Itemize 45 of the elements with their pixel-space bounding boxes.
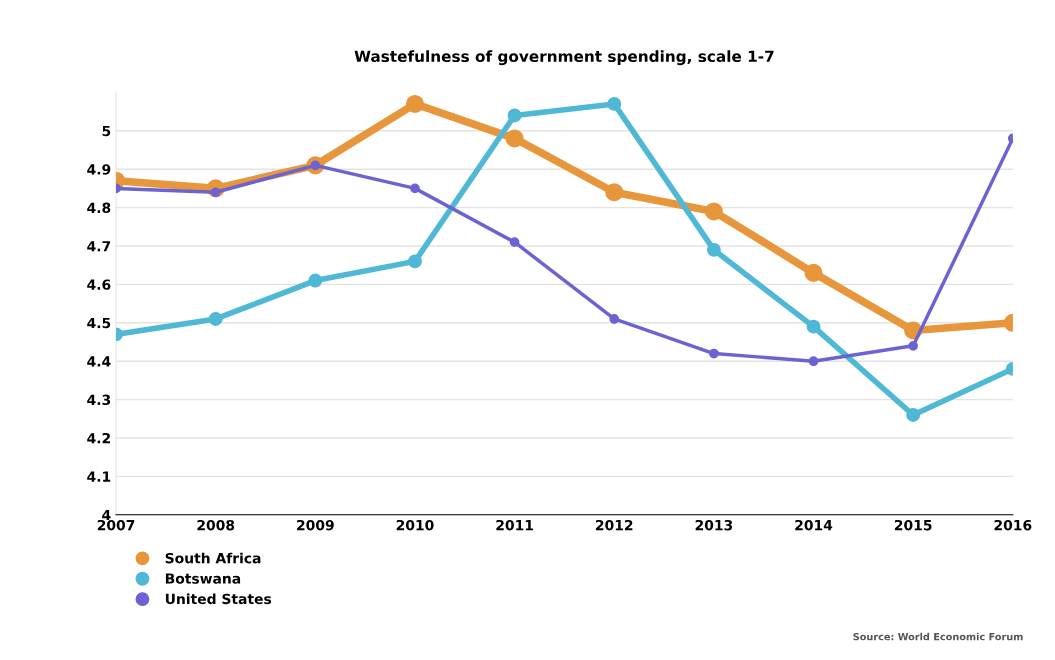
x-tick-label: 2013 — [695, 519, 733, 531]
point — [906, 408, 921, 422]
y-tick-label: 4 — [102, 509, 111, 521]
y-tick-label: 4.7 — [87, 241, 111, 252]
x-tick-label: 2008 — [197, 519, 235, 531]
source-note: Source: World Economic Forum — [853, 632, 1023, 641]
y-tick-label: 4.4 — [87, 356, 111, 367]
point — [709, 348, 719, 359]
point — [208, 312, 223, 326]
point — [607, 96, 622, 111]
point — [505, 129, 524, 148]
point — [408, 254, 422, 269]
chart-title: Wastefulness of government spending, scale 1-7 — [354, 50, 774, 66]
y-tick-label: 4.2 — [87, 432, 110, 444]
point — [609, 314, 620, 324]
point — [308, 273, 323, 288]
y-tick-label: 4.3 — [87, 394, 111, 406]
point — [808, 356, 819, 367]
point — [605, 183, 624, 202]
y-tick-label: 4.9 — [87, 164, 111, 175]
x-tick-label: 2015 — [894, 519, 932, 531]
y-tick-label: 4.5 — [87, 317, 111, 329]
y-tick-label: 4.1 — [87, 471, 111, 482]
y-tick-label: 4.8 — [87, 202, 111, 214]
legend-label: South Africa — [165, 552, 261, 564]
y-tick-label: 4.6 — [87, 279, 111, 290]
x-tick-label: 2014 — [795, 519, 833, 531]
point — [806, 319, 821, 334]
point — [509, 237, 520, 248]
x-tick-label: 2016 — [994, 519, 1032, 531]
x-tick-label: 2007 — [97, 519, 135, 531]
legend-label: Botswana — [165, 573, 241, 584]
point — [704, 202, 723, 221]
point — [507, 108, 522, 123]
point — [405, 94, 424, 113]
y-tick-label: 5 — [102, 125, 111, 137]
point — [410, 183, 420, 194]
point — [908, 340, 919, 351]
x-tick-label: 2010 — [396, 519, 434, 531]
x-tick-label: 2012 — [596, 519, 633, 531]
x-tick-label: 2011 — [496, 519, 533, 531]
point — [706, 242, 721, 257]
point — [804, 263, 823, 282]
x-tick-label: 2009 — [297, 519, 334, 531]
legend-label: United States — [165, 593, 272, 605]
